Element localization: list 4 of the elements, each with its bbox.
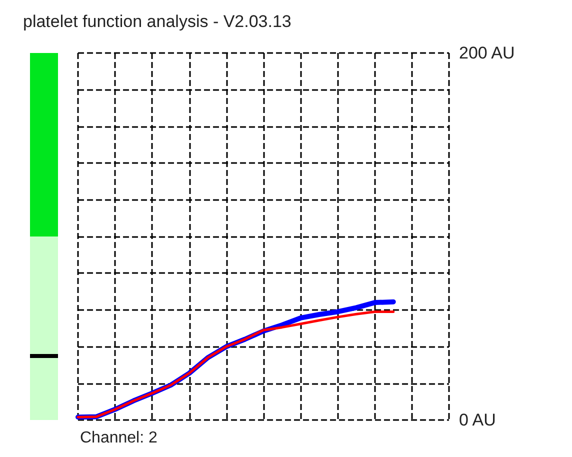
text: Channel: 2	[80, 430, 158, 446]
y-tick-label: 0 AU	[459, 410, 496, 430]
y-tick-label: 200 AU	[459, 44, 515, 62]
chart-title: platelet function analysis - V2.03.13	[23, 12, 292, 31]
